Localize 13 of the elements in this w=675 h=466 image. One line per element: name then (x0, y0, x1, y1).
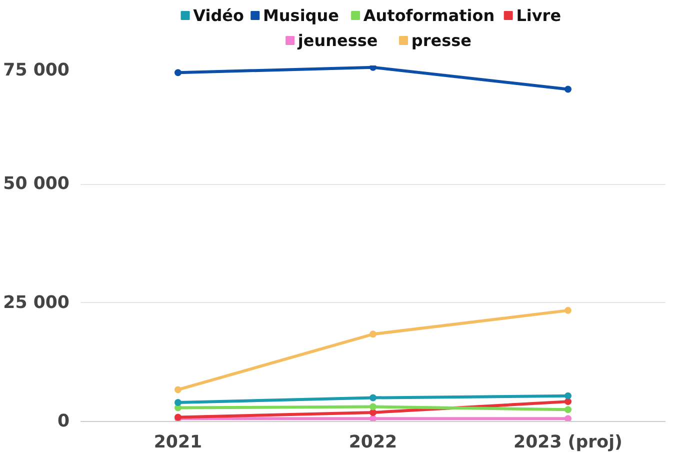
legend-label: presse (411, 31, 472, 50)
x-tick-label: 2022 (348, 432, 398, 452)
legend-label: Musique (262, 6, 340, 25)
legend-label: jeunesse (296, 31, 378, 50)
legend-label: Livre (516, 6, 562, 25)
y-tick-label: 75 000 (3, 60, 70, 80)
y-tick-label: 25 000 (3, 292, 70, 313)
x-tick-label: 2023 (proj) (514, 432, 622, 452)
legend-label: Vidéo (193, 6, 244, 25)
y-tick-label: 50 000 (3, 174, 70, 194)
y-tick-label: 0 (57, 412, 70, 432)
x-tick-label: 2021 (154, 432, 202, 452)
legend-label: Autoformation (363, 6, 495, 25)
